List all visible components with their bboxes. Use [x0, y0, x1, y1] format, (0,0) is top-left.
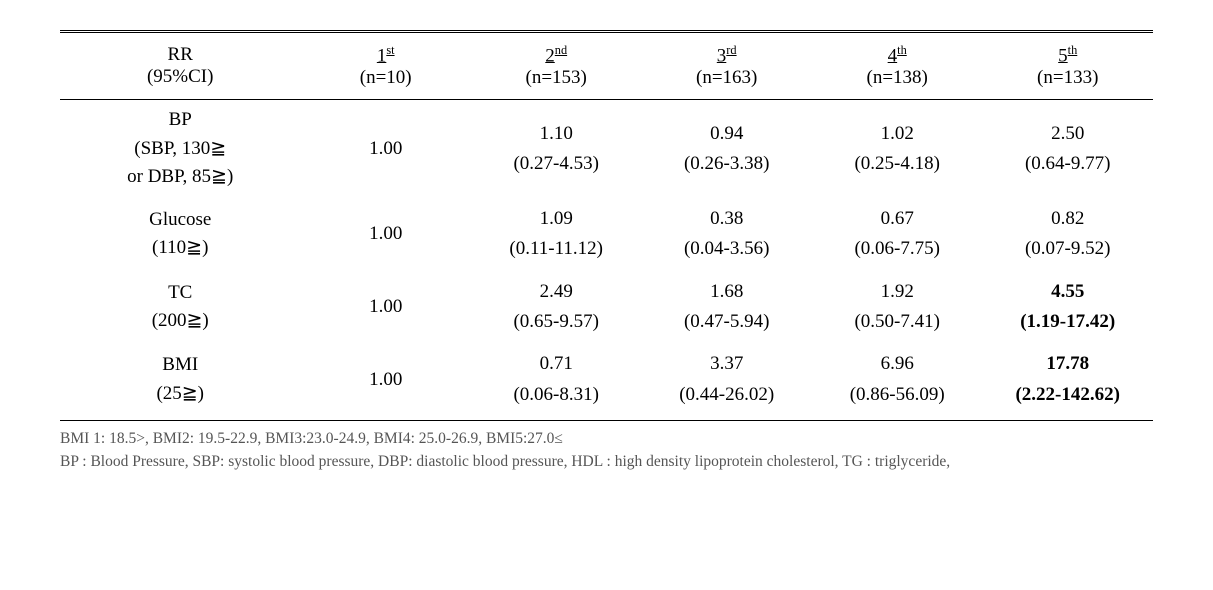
cell-ci: (0.47-5.94) — [645, 307, 808, 337]
cell-5: 17.78(2.22-142.62) — [982, 343, 1153, 420]
cell-4: 6.96(0.86-56.09) — [812, 343, 983, 420]
cell-ci: (0.44-26.02) — [645, 380, 808, 410]
cell-ci: (0.65-9.57) — [475, 307, 638, 337]
cell-value: 2.50 — [986, 119, 1149, 149]
cell-2: 0.71(0.06-8.31) — [471, 343, 642, 420]
cell-ci: (2.22-142.62) — [986, 380, 1149, 410]
ord-sup: rd — [726, 43, 736, 57]
ord-sup: st — [386, 43, 394, 57]
header-col-2-n: (n=153) — [475, 67, 638, 89]
header-col-3: 3rd (n=163) — [641, 32, 812, 100]
cell-2: 1.09(0.11-11.12) — [471, 198, 642, 271]
footnotes: BMI 1: 18.5>, BMI2: 19.5-22.9, BMI3:23.0… — [60, 427, 1153, 474]
cell-ci: (0.11-11.12) — [475, 234, 638, 264]
row-label: BP(SBP, 130≧or DBP, 85≧) — [60, 100, 300, 198]
header-rr: RR (95%CI) — [60, 32, 300, 100]
cell-1: 1.00 — [300, 198, 471, 271]
cell-ci: (0.27-4.53) — [475, 149, 638, 179]
header-rr-sub: (95%CI) — [64, 66, 296, 88]
header-col-3-n: (n=163) — [645, 67, 808, 89]
ord-base: 4 — [888, 45, 898, 66]
table-row: Glucose(110≧)1.001.09(0.11-11.12)0.38(0.… — [60, 198, 1153, 271]
cell-4: 0.67(0.06-7.75) — [812, 198, 983, 271]
cell-ci: (0.86-56.09) — [816, 380, 979, 410]
cell-ci: (0.06-8.31) — [475, 380, 638, 410]
cell-value: 0.71 — [475, 349, 638, 379]
ord-sup: th — [897, 43, 907, 57]
cell-ci: (0.25-4.18) — [816, 149, 979, 179]
cell-value: 1.00 — [304, 292, 467, 322]
cell-value: 0.67 — [816, 204, 979, 234]
row-label: TC(200≧) — [60, 271, 300, 344]
header-row: RR (95%CI) 1st (n=10) 2nd (n=153) 3rd (n… — [60, 32, 1153, 100]
cell-value: 0.38 — [645, 204, 808, 234]
header-col-4-n: (n=138) — [816, 67, 979, 89]
cell-2: 2.49(0.65-9.57) — [471, 271, 642, 344]
cell-value: 1.92 — [816, 277, 979, 307]
cell-ci: (0.50-7.41) — [816, 307, 979, 337]
cell-1: 1.00 — [300, 343, 471, 420]
header-rr-label: RR — [64, 44, 296, 66]
rr-table: RR (95%CI) 1st (n=10) 2nd (n=153) 3rd (n… — [60, 30, 1153, 421]
cell-3: 0.38(0.04-3.56) — [641, 198, 812, 271]
cell-value: 1.02 — [816, 119, 979, 149]
cell-value: 3.37 — [645, 349, 808, 379]
cell-4: 1.92(0.50-7.41) — [812, 271, 983, 344]
cell-value: 1.09 — [475, 204, 638, 234]
header-col-4: 4th (n=138) — [812, 32, 983, 100]
cell-ci: (0.64-9.77) — [986, 149, 1149, 179]
cell-1: 1.00 — [300, 100, 471, 198]
ord-sup: th — [1068, 43, 1078, 57]
footnote-line-1: BMI 1: 18.5>, BMI2: 19.5-22.9, BMI3:23.0… — [60, 427, 1153, 450]
cell-value: 1.00 — [304, 134, 467, 164]
cell-value: 1.68 — [645, 277, 808, 307]
cell-value: 1.00 — [304, 365, 467, 395]
cell-3: 3.37(0.44-26.02) — [641, 343, 812, 420]
cell-5: 4.55(1.19-17.42) — [982, 271, 1153, 344]
footnote-line-2: BP : Blood Pressure, SBP: systolic blood… — [60, 450, 1153, 473]
cell-5: 2.50(0.64-9.77) — [982, 100, 1153, 198]
header-col-5: 5th (n=133) — [982, 32, 1153, 100]
ord-base: 5 — [1058, 45, 1068, 66]
cell-value: 1.10 — [475, 119, 638, 149]
header-col-4-ord: 4th — [816, 43, 979, 67]
cell-4: 1.02(0.25-4.18) — [812, 100, 983, 198]
cell-2: 1.10(0.27-4.53) — [471, 100, 642, 198]
cell-value: 0.82 — [986, 204, 1149, 234]
header-col-1: 1st (n=10) — [300, 32, 471, 100]
cell-3: 0.94(0.26-3.38) — [641, 100, 812, 198]
table-row: TC(200≧)1.002.49(0.65-9.57)1.68(0.47-5.9… — [60, 271, 1153, 344]
table-body: BP(SBP, 130≧or DBP, 85≧)1.001.10(0.27-4.… — [60, 100, 1153, 421]
header-col-2: 2nd (n=153) — [471, 32, 642, 100]
cell-ci: (0.04-3.56) — [645, 234, 808, 264]
cell-1: 1.00 — [300, 271, 471, 344]
table-row: BMI(25≧)1.000.71(0.06-8.31)3.37(0.44-26.… — [60, 343, 1153, 420]
header-col-3-ord: 3rd — [645, 43, 808, 67]
ord-sup: nd — [555, 43, 567, 57]
cell-3: 1.68(0.47-5.94) — [641, 271, 812, 344]
cell-ci: (1.19-17.42) — [986, 307, 1149, 337]
header-col-1-n: (n=10) — [304, 67, 467, 89]
cell-ci: (0.06-7.75) — [816, 234, 979, 264]
ord-base: 1 — [377, 45, 387, 66]
cell-5: 0.82(0.07-9.52) — [982, 198, 1153, 271]
cell-ci: (0.07-9.52) — [986, 234, 1149, 264]
header-col-5-n: (n=133) — [986, 67, 1149, 89]
header-col-5-ord: 5th — [986, 43, 1149, 67]
ord-base: 2 — [545, 45, 555, 66]
cell-value: 17.78 — [986, 349, 1149, 379]
cell-ci: (0.26-3.38) — [645, 149, 808, 179]
table-row: BP(SBP, 130≧or DBP, 85≧)1.001.10(0.27-4.… — [60, 100, 1153, 198]
header-col-2-ord: 2nd — [475, 43, 638, 67]
header-col-1-ord: 1st — [304, 43, 467, 67]
ord-base: 3 — [717, 45, 727, 66]
cell-value: 0.94 — [645, 119, 808, 149]
cell-value: 1.00 — [304, 219, 467, 249]
row-label: BMI(25≧) — [60, 343, 300, 420]
cell-value: 4.55 — [986, 277, 1149, 307]
row-label: Glucose(110≧) — [60, 198, 300, 271]
cell-value: 2.49 — [475, 277, 638, 307]
cell-value: 6.96 — [816, 349, 979, 379]
